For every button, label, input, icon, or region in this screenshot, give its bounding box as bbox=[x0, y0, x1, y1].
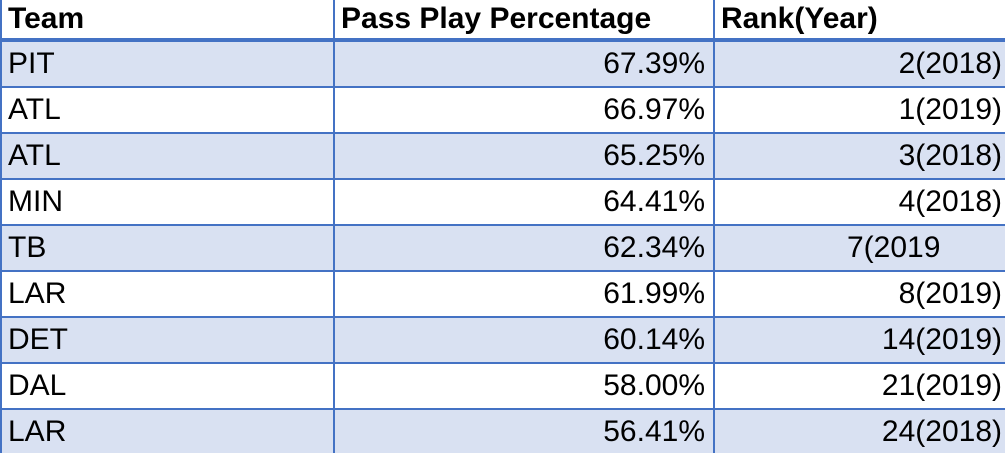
table-body: PIT 67.39% 2(2018) ATL 66.97% 1(2019) AT… bbox=[0, 40, 1005, 453]
table-row: DAL 58.00% 21(2019) bbox=[0, 363, 1005, 410]
pct-cell[interactable]: 61.99% bbox=[333, 271, 715, 318]
rank-cell[interactable]: 2(2018) bbox=[713, 40, 1005, 88]
pct-cell[interactable]: 56.41% bbox=[333, 409, 715, 453]
team-cell[interactable]: DAL bbox=[0, 363, 335, 410]
team-cell[interactable]: LAR bbox=[0, 271, 335, 318]
rank-cell[interactable]: 21(2019) bbox=[713, 363, 1005, 410]
pct-cell[interactable]: 67.39% bbox=[333, 40, 715, 88]
pct-cell[interactable]: 60.14% bbox=[333, 317, 715, 364]
table-row: TB 62.34% 7(2019 bbox=[0, 225, 1005, 272]
pct-cell[interactable]: 66.97% bbox=[333, 87, 715, 134]
pct-cell[interactable]: 58.00% bbox=[333, 363, 715, 410]
table-row: MIN 64.41% 4(2018) bbox=[0, 179, 1005, 226]
rank-cell[interactable]: 3(2018) bbox=[713, 133, 1005, 180]
rank-cell[interactable]: 24(2018) bbox=[713, 409, 1005, 453]
rank-cell[interactable]: 8(2019) bbox=[713, 271, 1005, 318]
rank-cell[interactable]: 7(2019 bbox=[713, 225, 1005, 272]
team-cell[interactable]: PIT bbox=[0, 40, 335, 88]
table-row: DET 60.14% 14(2019) bbox=[0, 317, 1005, 364]
header-team[interactable]: Team bbox=[0, 0, 335, 42]
team-cell[interactable]: LAR bbox=[0, 409, 335, 453]
table-row: ATL 65.25% 3(2018) bbox=[0, 133, 1005, 180]
header-rank-year[interactable]: Rank(Year) bbox=[713, 0, 1005, 42]
table-row: ATL 66.97% 1(2019) bbox=[0, 87, 1005, 134]
header-pass-play-percentage[interactable]: Pass Play Percentage bbox=[333, 0, 715, 42]
team-cell[interactable]: ATL bbox=[0, 133, 335, 180]
pct-cell[interactable]: 65.25% bbox=[333, 133, 715, 180]
team-cell[interactable]: ATL bbox=[0, 87, 335, 134]
pct-cell[interactable]: 64.41% bbox=[333, 179, 715, 226]
team-cell[interactable]: TB bbox=[0, 225, 335, 272]
team-cell[interactable]: MIN bbox=[0, 179, 335, 226]
rank-cell[interactable]: 4(2018) bbox=[713, 179, 1005, 226]
header-row: Team Pass Play Percentage Rank(Year) bbox=[0, 0, 1005, 42]
table-row: LAR 61.99% 8(2019) bbox=[0, 271, 1005, 318]
table-row: PIT 67.39% 2(2018) bbox=[0, 40, 1005, 88]
team-cell[interactable]: DET bbox=[0, 317, 335, 364]
rank-cell[interactable]: 1(2019) bbox=[713, 87, 1005, 134]
pct-cell[interactable]: 62.34% bbox=[333, 225, 715, 272]
table-row: LAR 56.41% 24(2018) bbox=[0, 409, 1005, 453]
rank-cell[interactable]: 14(2019) bbox=[713, 317, 1005, 364]
